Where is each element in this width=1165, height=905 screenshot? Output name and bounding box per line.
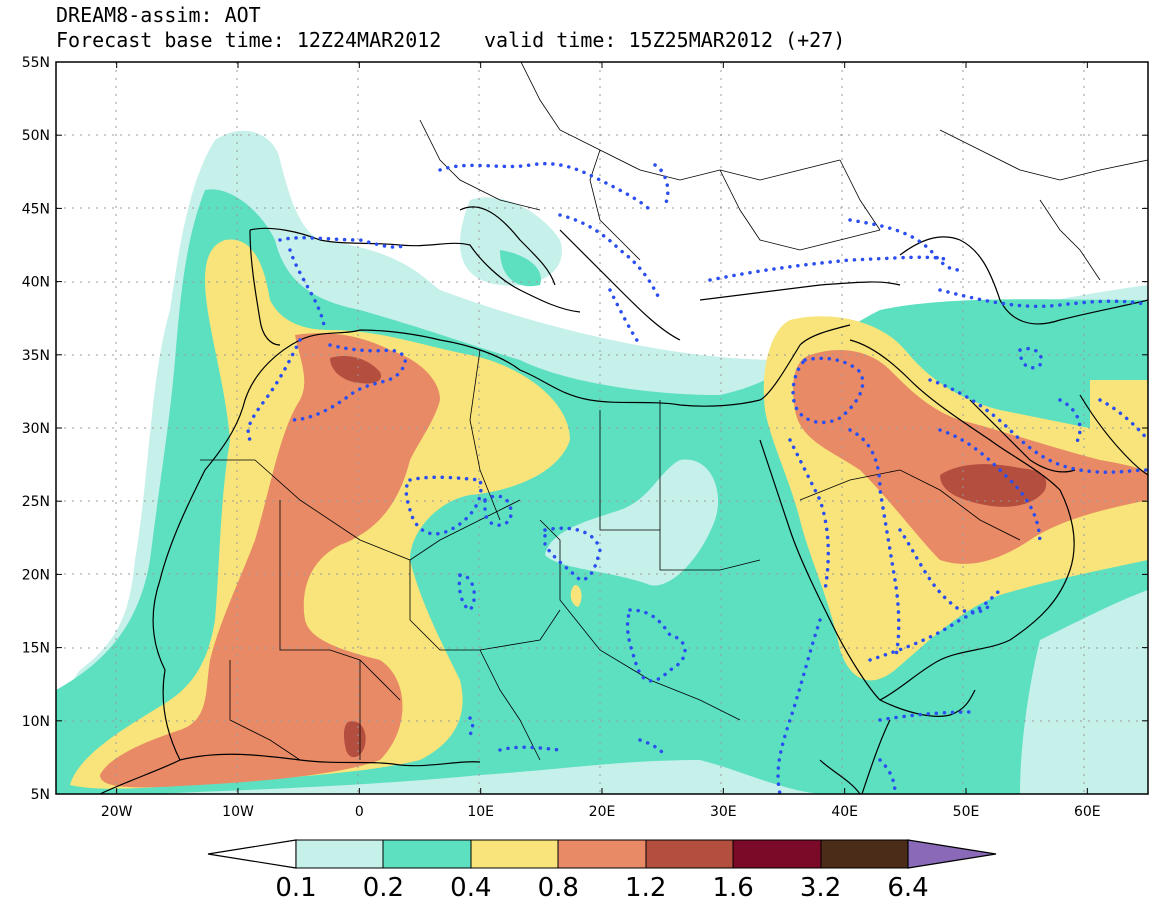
- lat-tick-label: 5N: [31, 787, 50, 803]
- lon-tick-label: 30E: [710, 804, 737, 820]
- lat-tick-label: 30N: [22, 421, 50, 437]
- lat-tick-label: 15N: [22, 641, 50, 657]
- aot-field-level-0-8: [100, 333, 1148, 788]
- lat-tick-label: 40N: [22, 275, 50, 291]
- country-borders: [200, 62, 1148, 761]
- map-title: DREAM8-assim: AOT: [56, 3, 261, 27]
- axis-ticks: 20W 10W 0 10E 20E 30E 40E 50E 60E 55N 50N 45N 40N 35N…: [22, 55, 1148, 820]
- aot-contour-lines: [246, 161, 1148, 794]
- colorbar-level-label: 0.4: [450, 873, 491, 903]
- colorbar-level-label: 6.4: [887, 873, 928, 903]
- lon-tick-label: 50E: [953, 804, 980, 820]
- colorbar-level-label: 3.2: [800, 873, 841, 903]
- colorbar: 0.1 0.2 0.4 0.8 1.2 1.6 3.2 6.4: [207, 839, 997, 903]
- colorbar-swatch-5: [645, 839, 734, 869]
- colorbar-level-label: 1.2: [625, 873, 666, 903]
- aot-field-low-patches: [545, 459, 1148, 794]
- colorbar-swatch-6: [732, 839, 822, 869]
- map-plot-area: [56, 62, 1148, 794]
- lon-tick-label: 60E: [1074, 804, 1101, 820]
- colorbar-level-label: 0.1: [275, 873, 316, 903]
- colorbar-level-label: 0.2: [363, 873, 404, 903]
- lat-tick-label: 35N: [22, 348, 50, 364]
- lon-tick-label: 40E: [831, 804, 858, 820]
- colorbar-swatch-1: [295, 839, 384, 869]
- lon-tick-label: 20E: [589, 804, 616, 820]
- lat-tick-label: 55N: [22, 55, 50, 71]
- lat-tick-label: 20N: [22, 567, 50, 583]
- lat-tick-label: 45N: [22, 201, 50, 217]
- lon-tick-label: 10W: [222, 804, 254, 820]
- colorbar-swatch-4: [557, 839, 647, 869]
- lat-tick-label: 25N: [22, 494, 50, 510]
- colorbar-swatch-2: [382, 839, 472, 869]
- colorbar-under-arrow: [207, 839, 297, 869]
- forecast-base-time: Forecast base time: 12Z24MAR2012: [56, 28, 442, 52]
- colorbar-level-label: 1.6: [712, 873, 753, 903]
- lat-tick-label: 10N: [22, 714, 50, 730]
- valid-time: valid time: 15Z25MAR2012 (+27): [484, 28, 846, 52]
- colorbar-labels: 0.1 0.2 0.4 0.8 1.2 1.6 3.2 6.4: [275, 873, 928, 903]
- lon-tick-label: 20W: [101, 804, 133, 820]
- colorbar-swatch-3: [470, 839, 559, 869]
- lat-tick-label: 50N: [22, 128, 50, 144]
- colorbar-swatch-7: [820, 839, 909, 869]
- lon-tick-label: 10E: [467, 804, 494, 820]
- colorbar-level-label: 0.8: [538, 873, 579, 903]
- colorbar-over-arrow: [907, 839, 997, 869]
- graticule: [56, 62, 1148, 794]
- lon-tick-label: 0: [355, 804, 364, 820]
